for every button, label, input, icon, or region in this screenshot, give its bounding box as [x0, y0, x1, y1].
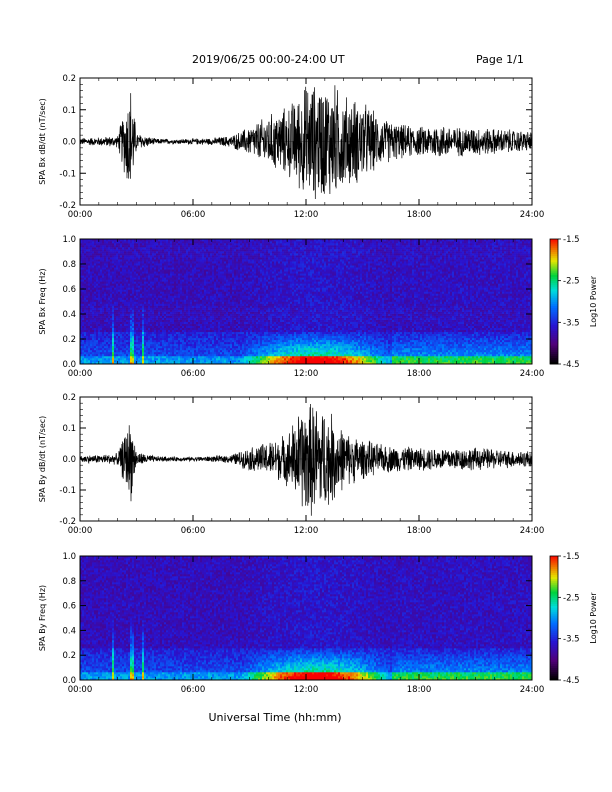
y-tick-label: 1.0: [62, 235, 76, 245]
y-tick-label: -0.1: [59, 169, 76, 179]
x-tick-label: 24:00: [520, 685, 545, 695]
spectrogram: [80, 239, 532, 364]
y-axis-label: SPA By Freq (Hz): [38, 585, 47, 651]
y-tick-label: 0.1: [62, 424, 76, 434]
x-tick-label: 18:00: [407, 685, 432, 695]
y-tick-label: -0.1: [59, 486, 76, 496]
y-tick-label: 0.8: [62, 260, 76, 270]
spectrogram: [80, 556, 532, 680]
panel-1: 0.20.10.0-0.1-0.200:00 06:00 12:00 18:00 24:…: [38, 74, 544, 220]
x-tick-label: 24:00: [520, 526, 545, 536]
colorbar-tick-label: -3.5: [563, 318, 580, 328]
y-tick-label: 0.4: [62, 626, 76, 636]
colorbar-tick-label: -2.5: [563, 277, 580, 287]
colorbar-label: Log10 Power: [589, 592, 598, 644]
x-tick-label: 06:00: [181, 210, 206, 220]
y-tick-label: 0.4: [62, 310, 76, 320]
y-tick-label: 0.0: [62, 138, 76, 148]
y-tick-label: 0.1: [62, 106, 76, 116]
y-tick-label: 1.0: [62, 552, 76, 562]
y-axis-label: SPA Bx dB/dt (nT/sec): [38, 98, 47, 185]
y-tick-label: 0.2: [62, 74, 76, 84]
colorbar-tick-label: -1.5: [563, 235, 580, 245]
x-tick-label: 06:00: [181, 526, 206, 536]
x-tick-label: 18:00: [407, 526, 432, 536]
x-tick-label: 12:00: [294, 210, 319, 220]
x-axis-label: Universal Time (hh:mm): [209, 711, 342, 724]
x-tick-label: 18:00: [407, 369, 432, 379]
x-tick-label: 12:00: [294, 526, 319, 536]
colorbar: -1.5 -2.5 -3.5 -4.5 Log10 Power: [550, 235, 598, 370]
y-tick-label: 0.6: [62, 602, 76, 612]
x-tick-label: 12:00: [294, 369, 319, 379]
colorbar-tick-label: -4.5: [563, 360, 580, 370]
x-tick-label: 00:00: [68, 526, 93, 536]
x-tick-label: 00:00: [68, 369, 93, 379]
y-axis-label: SPA By dB/dt (nT/sec): [38, 416, 47, 503]
colorbar-label: Log10 Power: [589, 275, 598, 327]
series-line: [80, 404, 532, 516]
y-tick-label: 0.6: [62, 285, 76, 295]
y-tick-label: 0.0: [62, 455, 76, 465]
x-tick-label: 00:00: [68, 210, 93, 220]
y-axis-label: SPA Bx Freq (Hz): [38, 268, 47, 334]
x-tick-label: 24:00: [520, 369, 545, 379]
y-tick-label: 0.8: [62, 577, 76, 587]
colorbar-tick-label: -2.5: [563, 593, 580, 603]
y-tick-label: 0.2: [62, 651, 76, 661]
colorbar-tick-label: -3.5: [563, 635, 580, 645]
x-tick-label: 06:00: [181, 369, 206, 379]
panel-4: 1.00.80.60.40.20.0-1.5-2.5-3.5-4.5Log10 …: [38, 552, 598, 695]
panel-2: 1.00.80.60.40.20.0-1.5-2.5-3.5-4.5Log10 …: [38, 235, 598, 379]
x-tick-label: 24:00: [520, 210, 545, 220]
colorbar-tick-label: -4.5: [563, 676, 580, 686]
colorbar-tick-label: -1.5: [563, 552, 580, 562]
x-tick-label: 00:00: [68, 685, 93, 695]
x-tick-label: 06:00: [181, 685, 206, 695]
x-tick-label: 12:00: [294, 685, 319, 695]
figure: 0.20.10.0-0.1-0.200:00 06:00 12:00 18:00 24:…: [0, 0, 612, 792]
y-tick-label: 0.2: [62, 335, 76, 345]
y-tick-label: 0.2: [62, 393, 76, 403]
panel-3: 0.20.10.0-0.1-0.200:00 06:00 12:00 18:00 24:…: [38, 393, 544, 536]
colorbar: -1.5 -2.5 -3.5 -4.5 Log10 Power: [550, 552, 598, 686]
series-line: [80, 85, 532, 199]
x-tick-label: 18:00: [407, 210, 432, 220]
